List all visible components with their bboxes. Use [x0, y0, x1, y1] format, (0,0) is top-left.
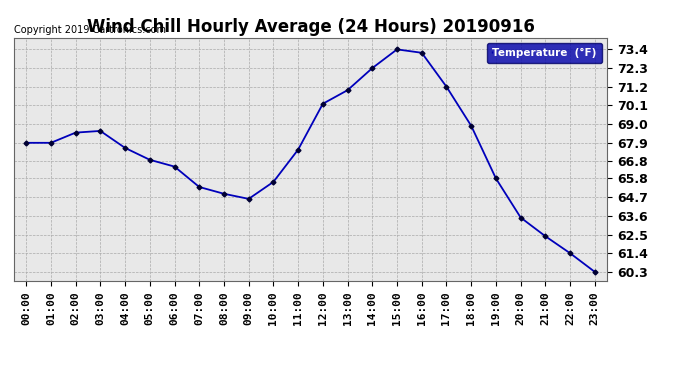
Legend: Temperature  (°F): Temperature (°F)	[487, 43, 602, 63]
Title: Wind Chill Hourly Average (24 Hours) 20190916: Wind Chill Hourly Average (24 Hours) 201…	[86, 18, 535, 36]
Text: Copyright 2019 Cartronics.com: Copyright 2019 Cartronics.com	[14, 25, 166, 35]
